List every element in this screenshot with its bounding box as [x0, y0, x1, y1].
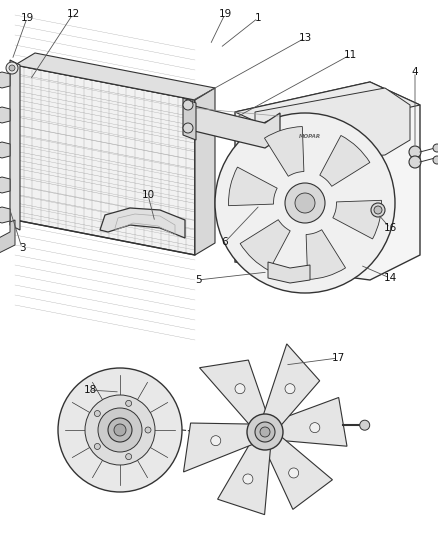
Circle shape — [145, 427, 151, 433]
Wedge shape — [265, 126, 304, 176]
Circle shape — [371, 203, 385, 217]
Circle shape — [243, 474, 253, 484]
Text: MOPAR: MOPAR — [299, 134, 321, 139]
Text: 11: 11 — [343, 50, 357, 60]
Text: 19: 19 — [21, 13, 34, 23]
Circle shape — [310, 423, 320, 433]
Polygon shape — [190, 105, 280, 148]
Circle shape — [285, 384, 295, 394]
Circle shape — [183, 123, 193, 133]
Circle shape — [360, 420, 370, 430]
Polygon shape — [265, 434, 332, 510]
Circle shape — [255, 422, 275, 442]
Text: 4: 4 — [412, 67, 418, 77]
Wedge shape — [240, 220, 290, 271]
Circle shape — [94, 410, 100, 417]
Text: 12: 12 — [67, 9, 80, 19]
Text: 10: 10 — [141, 190, 155, 200]
Wedge shape — [229, 167, 277, 206]
Polygon shape — [274, 398, 347, 446]
Text: 14: 14 — [383, 273, 397, 283]
Circle shape — [433, 156, 438, 164]
Circle shape — [94, 443, 100, 449]
Polygon shape — [0, 207, 10, 223]
Polygon shape — [15, 53, 215, 100]
Text: 17: 17 — [332, 353, 345, 363]
Polygon shape — [184, 423, 254, 472]
Circle shape — [215, 113, 395, 293]
Polygon shape — [218, 442, 271, 515]
Circle shape — [433, 144, 438, 152]
Polygon shape — [195, 88, 215, 255]
Circle shape — [114, 424, 126, 436]
Wedge shape — [333, 200, 381, 239]
Circle shape — [211, 435, 221, 446]
Text: 5: 5 — [194, 275, 201, 285]
Circle shape — [247, 414, 283, 450]
Wedge shape — [320, 135, 370, 187]
Circle shape — [409, 146, 421, 158]
Text: 18: 18 — [83, 385, 97, 395]
Polygon shape — [0, 220, 15, 255]
Circle shape — [295, 193, 315, 213]
Polygon shape — [255, 88, 410, 165]
Polygon shape — [263, 344, 320, 428]
Circle shape — [126, 454, 132, 459]
Text: 6: 6 — [222, 237, 228, 247]
Polygon shape — [183, 98, 196, 140]
Circle shape — [9, 65, 15, 71]
Polygon shape — [100, 208, 185, 238]
Polygon shape — [235, 82, 420, 280]
Polygon shape — [235, 82, 420, 135]
Circle shape — [235, 384, 245, 394]
Wedge shape — [306, 230, 346, 279]
Circle shape — [260, 427, 270, 437]
Polygon shape — [0, 72, 10, 88]
Circle shape — [409, 156, 421, 168]
Circle shape — [285, 183, 325, 223]
Circle shape — [108, 418, 132, 442]
Circle shape — [126, 400, 132, 406]
Text: 1: 1 — [254, 13, 261, 23]
Circle shape — [6, 62, 18, 74]
Text: 3: 3 — [19, 243, 25, 253]
Circle shape — [289, 468, 299, 478]
Text: 13: 13 — [298, 33, 311, 43]
Circle shape — [58, 368, 182, 492]
Circle shape — [183, 100, 193, 110]
Polygon shape — [199, 360, 268, 425]
Polygon shape — [10, 60, 20, 230]
Polygon shape — [268, 262, 310, 283]
Polygon shape — [0, 142, 10, 158]
Text: 16: 16 — [383, 223, 397, 233]
Circle shape — [374, 206, 382, 214]
Circle shape — [98, 408, 142, 452]
Polygon shape — [0, 177, 10, 193]
Text: 19: 19 — [219, 9, 232, 19]
Polygon shape — [15, 65, 195, 255]
Circle shape — [85, 395, 155, 465]
Polygon shape — [0, 107, 10, 123]
